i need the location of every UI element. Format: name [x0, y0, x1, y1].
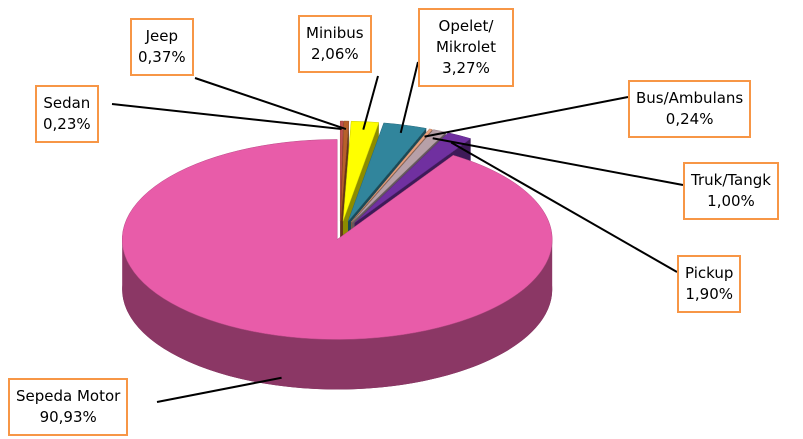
leader-line [362, 75, 379, 130]
leader-line [399, 61, 419, 134]
category-name: Jeep [145, 27, 179, 45]
slice-wall [122, 239, 553, 390]
category-name: Truk/Tangk [691, 171, 771, 189]
category-name: Sedan [43, 94, 91, 112]
category-name: Opelet/ Mikrolet [435, 17, 497, 56]
value-label: 90,93% [39, 408, 97, 426]
value-label: 1,90% [685, 285, 734, 303]
slice [340, 120, 350, 222]
slice [347, 122, 427, 222]
leader-line [194, 77, 347, 131]
value-label: 3,27% [442, 59, 490, 77]
leader-line [111, 103, 342, 131]
category-name: Sepeda Motor [16, 387, 121, 405]
slice-cut-face [340, 121, 349, 272]
leader-line [432, 137, 684, 186]
value-label: 0,37% [138, 48, 186, 66]
data-label: Sepeda Motor 90,93% [8, 378, 129, 436]
slice [350, 128, 433, 223]
data-label: Sedan 0,23% [35, 85, 99, 143]
value-label: 0,23% [43, 115, 91, 133]
category-name: Pickup [685, 264, 734, 282]
data-label: Jeep 0,37% [130, 18, 194, 76]
leader-line [424, 96, 629, 138]
slice [121, 139, 553, 340]
category-name: Bus/Ambulans [636, 89, 744, 107]
value-label: 1,00% [707, 192, 755, 210]
value-label: 0,24% [665, 110, 714, 128]
data-label: Truk/Tangk 1,00% [683, 162, 779, 220]
category-name: Minibus [306, 24, 364, 42]
leader-line [450, 141, 678, 273]
data-label: Pickup 1,90% [677, 255, 742, 313]
data-label: Minibus 2,06% [298, 15, 372, 73]
data-label: Opelet/ Mikrolet 3,27% [418, 8, 514, 87]
slice [339, 120, 344, 222]
leader-line [156, 376, 282, 403]
value-label: 2,06% [310, 45, 359, 63]
data-label: Bus/Ambulans 0,24% [628, 80, 752, 138]
